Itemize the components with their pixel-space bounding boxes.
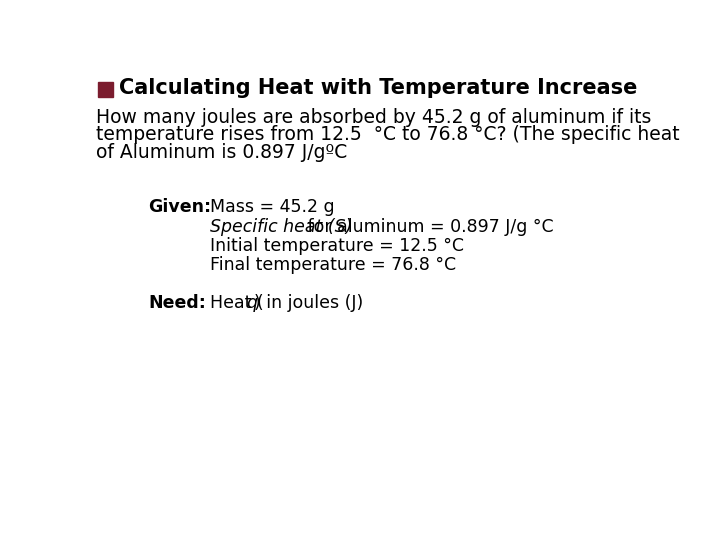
Text: Calculating Heat with Temperature Increase: Calculating Heat with Temperature Increa… [120, 78, 638, 98]
Text: temperature rises from 12.5  °C to 76.8 °C? (The specific heat: temperature rises from 12.5 °C to 76.8 °… [96, 125, 680, 144]
Text: Initial temperature = 12.5 °C: Initial temperature = 12.5 °C [210, 237, 464, 255]
Text: Heat (: Heat ( [210, 294, 264, 313]
Text: for aluminum = 0.897 J/g °C: for aluminum = 0.897 J/g °C [302, 218, 553, 235]
Text: Given:: Given: [148, 198, 211, 216]
Text: of Aluminum is 0.897 J/gºC: of Aluminum is 0.897 J/gºC [96, 143, 348, 162]
Text: Specific heat (S): Specific heat (S) [210, 218, 353, 235]
Text: Need:: Need: [148, 294, 206, 313]
Text: How many joules are absorbed by 45.2 g of aluminum if its: How many joules are absorbed by 45.2 g o… [96, 107, 652, 127]
Text: Mass = 45.2 g: Mass = 45.2 g [210, 198, 335, 216]
Text: Final temperature = 76.8 °C: Final temperature = 76.8 °C [210, 256, 456, 274]
FancyBboxPatch shape [98, 82, 113, 97]
Text: q: q [246, 294, 257, 313]
Text: ) in joules (J): ) in joules (J) [253, 294, 363, 313]
